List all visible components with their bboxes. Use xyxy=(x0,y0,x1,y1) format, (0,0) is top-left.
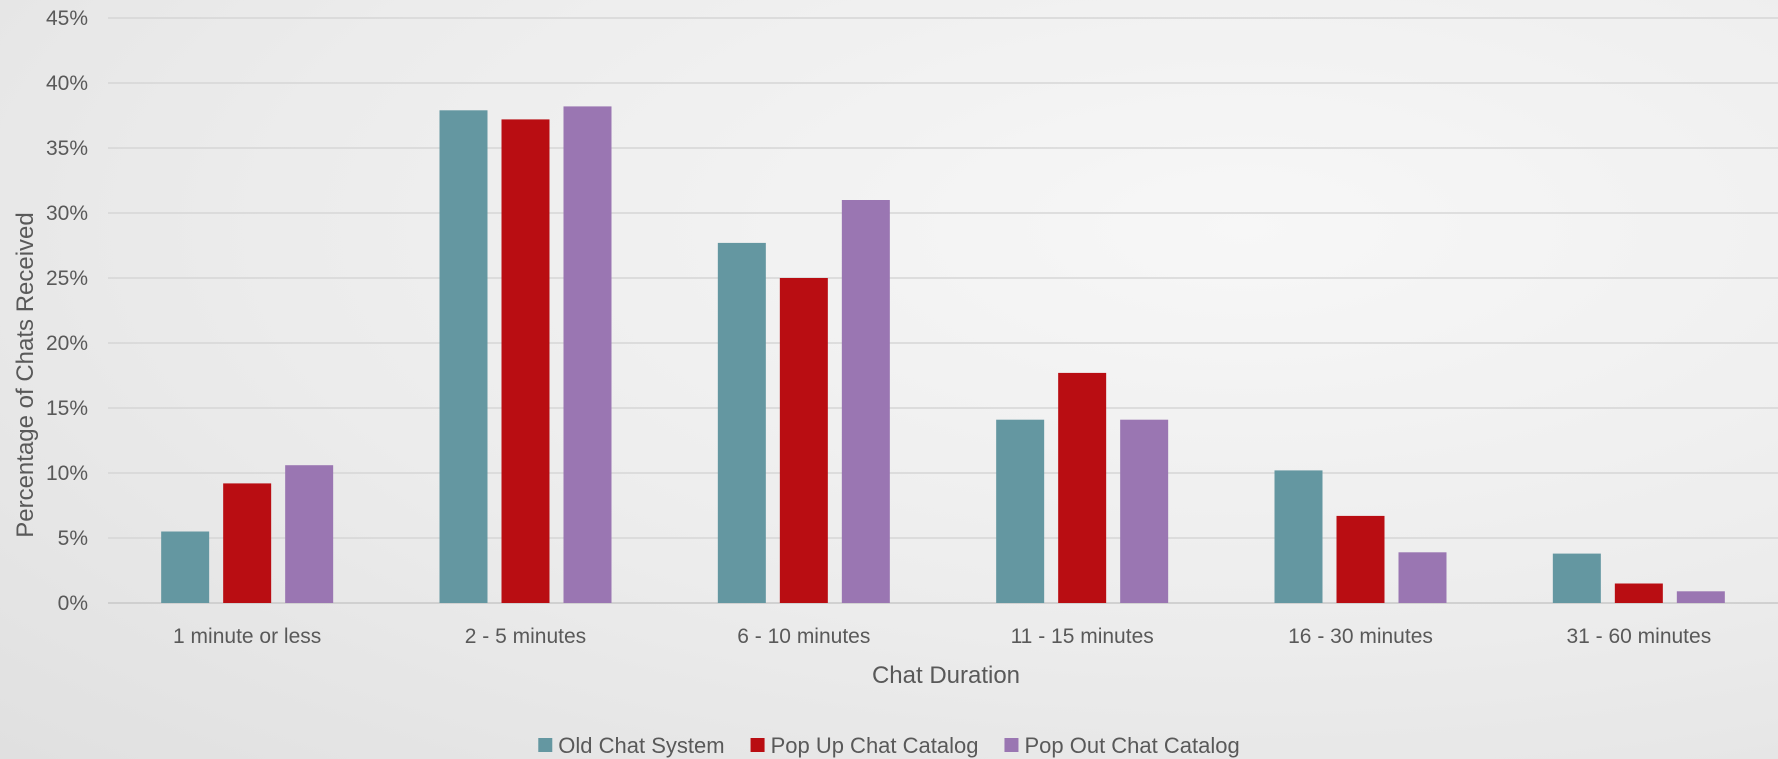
x-tick-label: 11 - 15 minutes xyxy=(1011,625,1154,648)
legend: Old Chat System Pop Up Chat Catalog Pop Ou… xyxy=(538,733,1240,758)
x-axis-title: Chat Duration xyxy=(872,662,1020,689)
y-tick-label: 45% xyxy=(46,7,88,30)
x-tick-label: 2 - 5 minutes xyxy=(465,625,586,648)
legend-swatch xyxy=(1004,738,1019,752)
legend-label: Pop Up Chat Catalog xyxy=(771,733,979,758)
y-tick-label: 35% xyxy=(46,137,88,160)
bar xyxy=(1336,515,1385,603)
y-tick-label: 30% xyxy=(46,202,88,225)
x-tick-label: 1 minute or less xyxy=(173,625,321,648)
bar xyxy=(1274,470,1323,603)
bar xyxy=(779,278,828,603)
y-tick-label: 20% xyxy=(46,332,88,355)
bar xyxy=(285,465,334,603)
x-tick-label: 6 - 10 minutes xyxy=(737,625,870,648)
bar xyxy=(563,106,612,604)
bar xyxy=(1676,591,1725,603)
bar xyxy=(1614,583,1663,603)
bar xyxy=(439,110,488,604)
y-tick-label: 25% xyxy=(46,267,88,290)
bar xyxy=(717,242,766,603)
y-axis-title: Percentage of Chats Received xyxy=(12,212,39,538)
y-tick-label: 15% xyxy=(46,397,88,420)
bars xyxy=(161,106,1725,604)
legend-label: Old Chat System xyxy=(558,733,724,758)
bar xyxy=(1552,553,1601,603)
y-tick-label: 10% xyxy=(46,462,88,485)
y-tick-label: 0% xyxy=(58,592,88,615)
bar xyxy=(1058,372,1107,603)
x-axis-ticks: 1 minute or less 2 - 5 minutes 6 - 10 minu… xyxy=(173,625,1711,648)
legend-swatch xyxy=(750,738,765,752)
gridlines xyxy=(108,17,1778,604)
y-axis-ticks: 0% 5% 10% 15% 20% 25% 30% 35% 40% 45% xyxy=(46,7,88,615)
bar xyxy=(501,119,550,604)
bar xyxy=(1398,552,1447,603)
bar xyxy=(223,483,272,603)
bar xyxy=(1120,419,1169,603)
bar xyxy=(161,531,210,603)
x-tick-label: 31 - 60 minutes xyxy=(1566,625,1711,648)
y-tick-label: 40% xyxy=(46,72,88,95)
legend-label: Pop Out Chat Catalog xyxy=(1024,733,1239,758)
bar xyxy=(996,419,1045,603)
legend-swatch xyxy=(538,738,553,752)
y-tick-label: 5% xyxy=(58,527,88,550)
x-tick-label: 16 - 30 minutes xyxy=(1288,625,1433,648)
bar xyxy=(841,200,890,603)
